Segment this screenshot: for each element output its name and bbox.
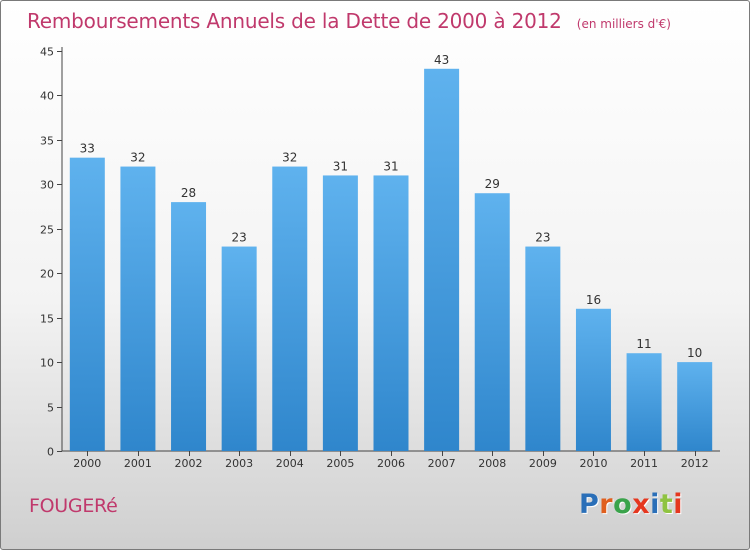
data-label: 23 (535, 231, 550, 245)
x-tick-label: 2007 (428, 457, 456, 470)
chart-title: Remboursements Annuels de la Dette de 20… (27, 9, 671, 33)
data-label: 31 (333, 159, 348, 173)
bar-2000 (69, 157, 105, 451)
logo-letter: r (599, 489, 614, 520)
data-label: 28 (181, 186, 196, 200)
data-label: 33 (80, 142, 95, 156)
bar-2007 (424, 68, 460, 452)
logo-letter: i (673, 489, 684, 520)
x-tick-label: 2005 (326, 457, 354, 470)
data-label: 43 (434, 53, 449, 67)
data-label: 23 (232, 231, 247, 245)
data-label: 31 (383, 159, 398, 173)
title-text: Remboursements Annuels de la Dette de 20… (27, 9, 562, 33)
logo-letter: x (632, 489, 651, 520)
x-tick-label: 2012 (681, 457, 709, 470)
bar-2006 (373, 175, 409, 451)
logo-letter: o (613, 489, 633, 520)
y-tick-label: 40 (40, 90, 54, 103)
bar-2009 (525, 246, 561, 451)
bar-2002 (171, 202, 207, 451)
x-tick-label: 2003 (225, 457, 253, 470)
logo-letter: i (650, 489, 660, 520)
x-tick-label: 2006 (377, 457, 405, 470)
x-tick-label: 2011 (630, 457, 658, 470)
bar-2012 (677, 362, 713, 451)
place-name: FOUGERé (29, 495, 118, 517)
y-tick-label: 5 (47, 402, 54, 415)
bar-2003 (221, 246, 257, 451)
x-tick-label: 2009 (529, 457, 557, 470)
bar-2005 (322, 175, 358, 451)
y-tick-label: 45 (40, 46, 54, 59)
data-label: 16 (586, 293, 601, 307)
data-label: 11 (636, 337, 651, 351)
data-label: 32 (282, 151, 297, 165)
logo-letter: t (659, 489, 674, 520)
x-tick-label: 2001 (124, 457, 152, 470)
data-label: 29 (485, 177, 500, 191)
proxiti-logo: Proxiti (579, 489, 683, 520)
x-tick-label: 2008 (478, 457, 506, 470)
data-label: 32 (130, 151, 145, 165)
x-tick-label: 2010 (579, 457, 607, 470)
x-tick-label: 2000 (73, 457, 101, 470)
logo-letter: P (579, 489, 600, 520)
y-tick-label: 0 (47, 446, 54, 459)
bar-2010 (575, 308, 611, 451)
title-unit: (en milliers d'€) (576, 17, 671, 31)
y-tick-label: 35 (40, 135, 54, 148)
bar-2004 (272, 166, 308, 452)
y-tick-label: 25 (40, 224, 54, 237)
x-tick-label: 2002 (175, 457, 203, 470)
y-tick-label: 30 (40, 179, 54, 192)
y-tick-label: 10 (40, 357, 54, 370)
data-label: 10 (687, 346, 702, 360)
y-tick-label: 20 (40, 268, 54, 281)
bar-2008 (474, 193, 510, 451)
x-tick-label: 2004 (276, 457, 304, 470)
bar-2001 (120, 166, 156, 452)
bar-2011 (626, 353, 662, 451)
y-tick-label: 15 (40, 313, 54, 326)
